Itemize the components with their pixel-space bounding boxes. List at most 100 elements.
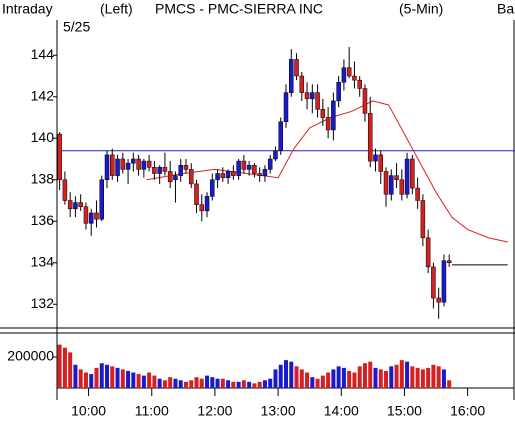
volume-bar <box>210 377 215 388</box>
x-tick-label: 14:00 <box>324 403 359 419</box>
candle-body <box>73 202 78 210</box>
volume-bar <box>352 372 357 388</box>
candle-body <box>378 154 384 172</box>
volume-bar <box>231 381 236 388</box>
volume-bar <box>73 364 78 388</box>
volume-bar <box>426 367 431 388</box>
candle-body <box>188 169 194 185</box>
volume-bar <box>326 372 331 388</box>
candle-body <box>262 169 268 176</box>
candle-body <box>199 204 205 212</box>
candle-body <box>183 164 189 170</box>
volume-bar <box>310 377 315 388</box>
volume-bar <box>189 380 194 388</box>
candle-body <box>436 297 441 303</box>
candle-body <box>310 92 315 100</box>
date-label: 5/25 <box>63 19 90 35</box>
x-tick-label: 11:00 <box>135 403 169 419</box>
candle-body <box>157 167 162 174</box>
candle-body <box>104 154 110 181</box>
x-tick-label: 10:00 <box>71 403 106 419</box>
volume-bar <box>331 369 336 388</box>
candle-body <box>336 81 341 102</box>
candle-body <box>99 179 104 220</box>
volume-bar <box>447 380 452 388</box>
candle-body <box>167 171 173 183</box>
volume-bar <box>384 370 389 388</box>
candle-body <box>141 160 147 170</box>
candle-body <box>257 173 262 176</box>
candle-body <box>325 117 331 131</box>
candle-body <box>136 158 141 170</box>
volume-bar <box>410 366 415 388</box>
y-tick-label: 138 <box>31 170 55 186</box>
candle-body <box>88 212 94 224</box>
volume-bar <box>284 360 288 388</box>
chart-subtitle: (5-Min) <box>399 1 443 17</box>
candle-body <box>320 108 326 118</box>
candle-body <box>110 154 115 176</box>
candle-body <box>131 158 136 164</box>
volume-bar <box>368 361 373 388</box>
volume-bar <box>162 380 167 388</box>
candle-body <box>162 167 168 172</box>
volume-bar <box>68 352 73 388</box>
y-tick-label: 144 <box>31 46 55 62</box>
volume-bar <box>94 367 99 388</box>
volume-bar <box>78 369 83 388</box>
candle-body <box>194 183 199 205</box>
volume-bar <box>278 364 283 388</box>
moving-average <box>146 100 508 243</box>
volume-bar <box>294 366 299 388</box>
candle-body <box>225 171 231 178</box>
candle-body <box>410 158 415 189</box>
candle-body <box>331 100 336 131</box>
candle-body <box>231 171 236 176</box>
volume-bar <box>289 361 294 388</box>
candle-body <box>246 164 252 170</box>
volume-bar <box>152 375 157 388</box>
candle-body <box>389 175 394 195</box>
volume-bar <box>405 361 410 388</box>
volume-bar <box>126 370 131 388</box>
candle-body <box>215 173 220 181</box>
candle-body <box>425 237 431 268</box>
volume-bar <box>183 381 188 388</box>
volume-bar <box>399 360 404 388</box>
candle-body <box>420 200 426 239</box>
candle-body <box>304 92 310 100</box>
candle-body <box>62 179 68 201</box>
volume-bar <box>110 366 115 388</box>
y-tick-label: 140 <box>31 129 55 145</box>
volume-bar <box>247 381 252 388</box>
volume-bar <box>120 369 125 388</box>
volume-bar <box>415 367 420 388</box>
volume-bar <box>83 372 88 388</box>
y-tick-label: 142 <box>31 87 55 103</box>
volume-bar <box>305 372 310 388</box>
volume-bar <box>220 378 225 388</box>
candle-body <box>125 162 131 170</box>
candle-body <box>283 92 289 122</box>
x-tick-label: 15:00 <box>387 403 422 419</box>
candle-body <box>241 160 247 170</box>
volume-bar <box>173 378 178 388</box>
volume-bar <box>241 380 246 388</box>
volume-bar <box>147 372 152 388</box>
volume-bar <box>168 377 173 388</box>
candle-body <box>289 59 294 93</box>
candle-body <box>57 133 62 181</box>
volume-bar <box>115 367 120 388</box>
volume-bar <box>315 378 320 388</box>
candle-body <box>446 260 452 264</box>
candle-body <box>204 196 210 212</box>
header-right: Ba <box>497 1 514 17</box>
volume-bar <box>194 377 199 388</box>
y-tick-label: 136 <box>31 212 55 228</box>
volume-bar <box>257 381 262 388</box>
candle-body <box>273 150 278 160</box>
y-tick-label: 132 <box>31 295 55 311</box>
candle-body <box>210 179 215 197</box>
candle-body <box>94 212 99 220</box>
candle-body <box>220 173 226 178</box>
